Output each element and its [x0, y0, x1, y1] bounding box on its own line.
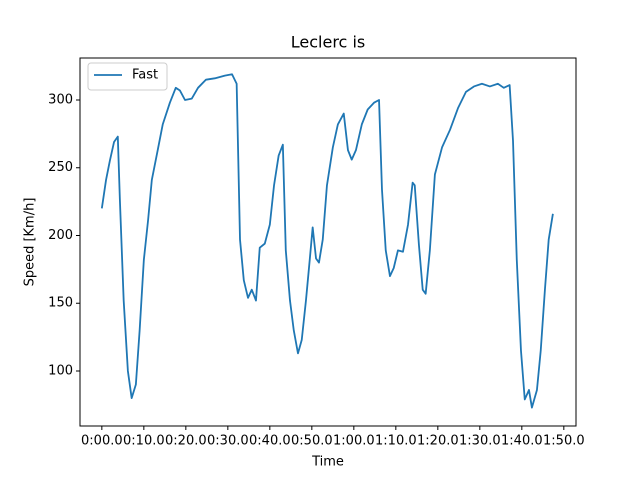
y-axis-label: Speed [Km/h]: [23, 198, 38, 287]
axes-frame: [79, 57, 577, 427]
line-series: [100, 73, 554, 409]
x-tick-label: 0:30.0: [207, 434, 249, 449]
y-tick-label: 250: [48, 160, 73, 175]
y-tick-label: 100: [48, 363, 73, 378]
chart-title: Leclerc is: [291, 33, 365, 52]
x-tick-label: 0:00.0: [81, 434, 123, 449]
legend-label: Fast: [132, 68, 158, 83]
x-axis-label: Time: [311, 455, 344, 470]
x-tick-label: 1:10.0: [375, 434, 417, 449]
x-tick-label: 0:50.0: [291, 434, 333, 449]
y-tick-label: 300: [48, 93, 73, 108]
x-tick-label: 0:20.0: [165, 434, 207, 449]
x-tick-label: 1:40.0: [501, 434, 543, 449]
x-tick-label: 1:20.0: [417, 434, 459, 449]
x-tick-label: 1:30.0: [459, 434, 501, 449]
x-tick-label: 1:50.0: [543, 434, 585, 449]
legend-box: [87, 62, 168, 91]
x-tick-label: 0:40.0: [249, 434, 291, 449]
y-tick-label: 200: [48, 228, 73, 243]
x-tick-label: 1:00.0: [333, 434, 375, 449]
y-tick-label: 150: [48, 296, 73, 311]
x-tick-label: 0:10.0: [123, 434, 165, 449]
